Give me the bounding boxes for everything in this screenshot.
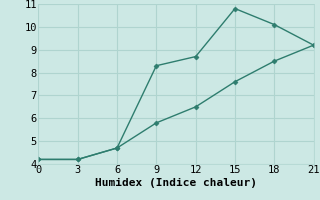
X-axis label: Humidex (Indice chaleur): Humidex (Indice chaleur) [95,178,257,188]
